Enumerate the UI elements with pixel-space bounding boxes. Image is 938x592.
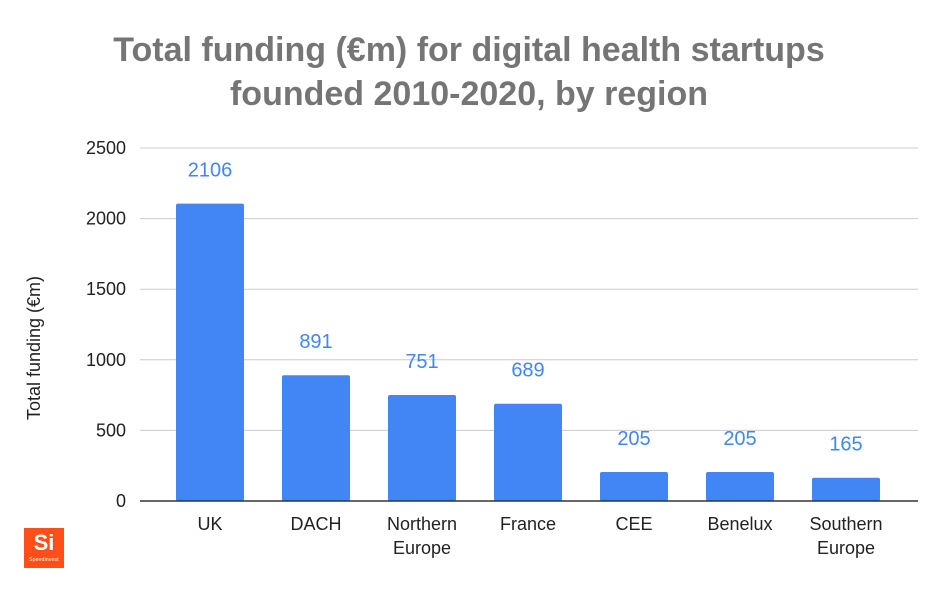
bar xyxy=(388,394,456,501)
y-tick-label: 2000 xyxy=(86,209,126,229)
speedinvest-logo: Si Speedinvest xyxy=(24,528,64,568)
x-tick-label-line: Northern xyxy=(387,514,457,534)
x-tick-label: France xyxy=(500,514,556,534)
gridlines xyxy=(140,147,918,431)
data-label: 751 xyxy=(405,351,438,373)
bar xyxy=(706,472,774,501)
x-tick-label-line: Europe xyxy=(393,538,451,558)
chart-title: Total funding (€m) for digital health st… xyxy=(0,28,938,116)
data-label: 2106 xyxy=(188,160,233,182)
x-tick-label-line: Europe xyxy=(817,538,875,558)
data-labels: 2106 891 751 689 205 205 165 xyxy=(188,160,863,456)
y-tick-label: 0 xyxy=(116,491,126,511)
x-tick-label-line: Benelux xyxy=(707,514,772,534)
y-tick-label: 2500 xyxy=(86,138,126,158)
logo-wordmark: Speedinvest xyxy=(29,557,59,563)
data-label: 689 xyxy=(511,360,544,382)
y-tick-label: 1000 xyxy=(86,350,126,370)
x-tick-label: Southern Europe xyxy=(809,514,882,558)
chart-title-line-2: founded 2010-2020, by region xyxy=(229,75,709,113)
x-tick-label: CEE xyxy=(615,514,652,534)
x-tick-label: Benelux xyxy=(707,514,772,534)
x-axis-ticks: UK DACH Northern Europe France CEE Benelux Sout… xyxy=(197,514,882,558)
x-tick-label-line: Southern xyxy=(809,514,882,534)
bar xyxy=(494,403,562,501)
y-axis-label: Total funding (€m) xyxy=(24,276,44,420)
data-label: 205 xyxy=(617,428,650,450)
x-tick-label-line: France xyxy=(500,514,556,534)
bar xyxy=(600,472,668,501)
data-label: 891 xyxy=(299,331,332,353)
x-tick-label: DACH xyxy=(290,514,341,534)
y-tick-label: 1500 xyxy=(86,279,126,299)
bar xyxy=(176,203,244,501)
x-tick-label-line: DACH xyxy=(290,514,341,534)
data-label: 165 xyxy=(829,434,862,456)
y-axis-ticks: 0 500 1000 1500 2000 2500 xyxy=(86,138,126,511)
x-tick-label-line: UK xyxy=(197,514,222,534)
y-tick-label: 500 xyxy=(96,420,126,440)
x-tick-label: UK xyxy=(197,514,222,534)
bar xyxy=(282,375,350,501)
bars xyxy=(176,203,880,501)
chart-title-line-1: Total funding (€m) for digital health st… xyxy=(113,31,825,69)
bar xyxy=(812,477,880,501)
data-label: 205 xyxy=(723,428,756,450)
x-tick-label-line: CEE xyxy=(615,514,652,534)
x-tick-label: Northern Europe xyxy=(387,514,457,558)
logo-mark: Si xyxy=(33,530,55,555)
